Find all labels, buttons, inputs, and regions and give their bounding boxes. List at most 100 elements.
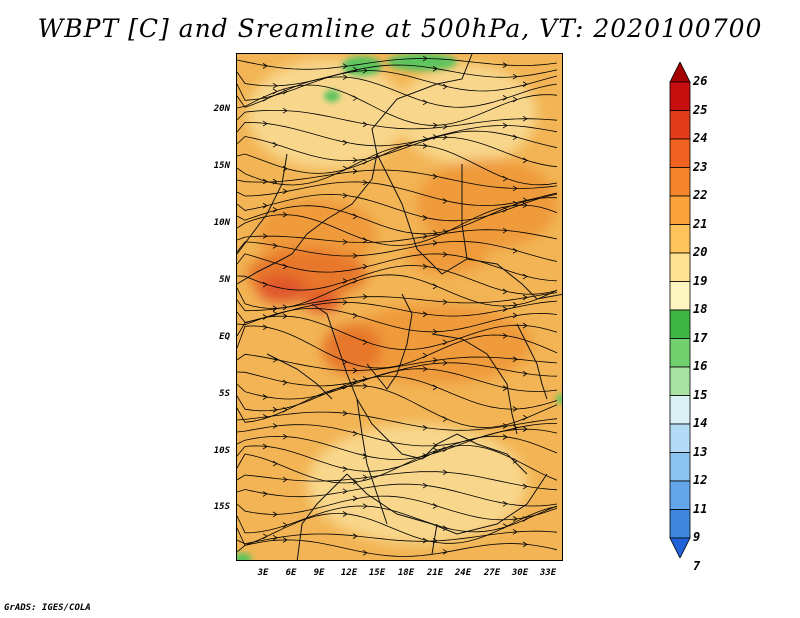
- streamline-arrow: [282, 433, 288, 440]
- streamline: [237, 64, 558, 87]
- streamline-arrow: [282, 522, 288, 528]
- streamline-arrow: [352, 168, 358, 175]
- streamline: [237, 308, 558, 333]
- credit-text: GrADS: IGES/COLA: [4, 603, 91, 613]
- streamline-arrow: [442, 299, 448, 305]
- streamline-arrow: [272, 207, 278, 213]
- streamline-arrow: [262, 324, 268, 331]
- streamline-arrow: [442, 83, 448, 90]
- streamline-arrow: [272, 310, 278, 317]
- colorbar-segment: [669, 195, 691, 225]
- lon-label-30e: 30E: [511, 568, 529, 578]
- streamline: [237, 445, 558, 484]
- colorbar-segment: [669, 281, 691, 311]
- colorbar: [669, 62, 691, 558]
- streamline-arrow: [422, 99, 428, 106]
- colorbar-label: 17: [693, 330, 708, 345]
- streamline-arrow: [352, 495, 358, 502]
- streamline-arrow: [272, 88, 278, 95]
- streamline-arrow: [362, 237, 368, 244]
- lon-label-21e: 21E: [426, 568, 444, 578]
- streamline-arrow: [522, 294, 528, 301]
- streamline-arrow: [362, 293, 368, 300]
- streamline-arrow: [272, 141, 278, 148]
- streamline-arrow: [432, 65, 438, 72]
- streamline-arrow: [442, 525, 448, 532]
- streamline-arrow: [512, 457, 518, 464]
- lon-label-9e: 9E: [313, 568, 325, 578]
- streamline: [237, 110, 558, 130]
- streamline: [237, 136, 558, 174]
- streamline: [237, 169, 558, 189]
- streamline-arrow: [522, 370, 528, 377]
- streamline-arrow: [522, 81, 528, 88]
- streamline-arrow: [422, 215, 428, 221]
- streamline-arrow: [422, 233, 428, 240]
- streamline-arrow: [362, 453, 368, 459]
- streamline-arrow: [342, 488, 348, 495]
- lat-label-15n: 15N: [213, 161, 230, 171]
- streamline-arrow: [362, 121, 368, 128]
- streamline: [237, 265, 558, 295]
- streamline-arrow: [342, 63, 348, 70]
- streamline-arrow: [522, 483, 528, 490]
- streamline: [237, 240, 558, 262]
- streamline-arrow: [272, 243, 278, 249]
- colorbar-segment: [669, 423, 691, 453]
- streamline-arrow: [272, 534, 278, 541]
- streamline: [237, 144, 558, 186]
- streamline: [237, 428, 558, 460]
- colorbar-label: 18: [693, 302, 708, 316]
- streamline-arrow: [282, 379, 288, 386]
- streamline-arrow: [352, 95, 358, 102]
- streamline-arrow: [342, 165, 348, 172]
- colorbar-label: 9: [693, 530, 701, 544]
- streamline-arrow: [512, 406, 518, 412]
- streamline-arrow: [282, 313, 288, 319]
- lat-label-20n: 20N: [213, 104, 230, 114]
- streamline-arrow: [502, 95, 508, 101]
- streamline-arrow: [422, 263, 428, 270]
- streamline-arrow: [352, 312, 358, 319]
- streamline: [237, 375, 558, 412]
- streamline-arrow: [362, 474, 368, 481]
- lon-label-27e: 27E: [483, 568, 501, 578]
- streamline-arrow: [522, 541, 528, 548]
- streamline: [237, 204, 558, 246]
- streamline-arrow: [522, 322, 528, 329]
- streamline-arrow: [512, 356, 518, 363]
- lon-label-6e: 6E: [285, 568, 297, 578]
- streamline-arrow: [502, 288, 508, 295]
- streamline: [237, 315, 558, 351]
- streamline-arrow: [362, 339, 368, 345]
- colorbar-segment: [669, 110, 691, 140]
- streamline-arrow: [352, 277, 358, 284]
- streamline-arrow: [422, 352, 428, 359]
- streamline-arrow: [272, 423, 278, 429]
- streamline: [237, 385, 558, 428]
- colorbar-segment: [669, 62, 691, 83]
- colorbar-segment: [669, 138, 691, 168]
- streamline-arrow: [422, 424, 428, 431]
- colorbar-label: 12: [693, 473, 708, 487]
- streamline-arrow: [432, 134, 438, 140]
- streamline-arrow: [502, 306, 508, 312]
- streamline-arrow: [432, 283, 438, 290]
- lon-label-12e: 12E: [340, 568, 358, 578]
- streamline-arrow: [512, 312, 518, 319]
- streamline-arrow: [442, 549, 448, 555]
- streamline-arrow: [262, 202, 268, 209]
- streamline: [237, 193, 558, 222]
- streamline-arrow: [502, 206, 508, 213]
- streamline-arrow: [282, 537, 288, 543]
- streamline-arrow: [422, 55, 428, 62]
- colorbar-segment: [669, 81, 691, 111]
- streamline-arrow: [282, 107, 288, 114]
- lon-label-15e: 15E: [368, 568, 386, 578]
- streamline-arrow: [502, 227, 508, 234]
- colorbar-segment: [669, 537, 691, 558]
- streamline-arrow: [432, 230, 438, 236]
- streamline: [237, 58, 558, 70]
- streamline-arrow: [422, 482, 428, 489]
- streamline: [237, 70, 558, 101]
